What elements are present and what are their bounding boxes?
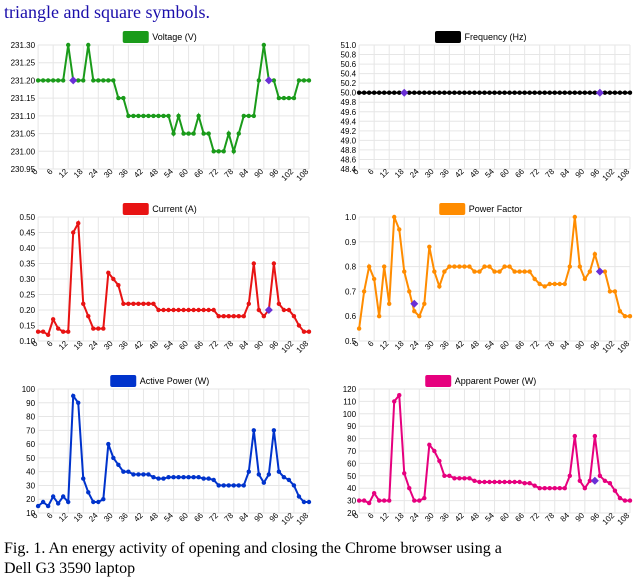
svg-text:0.25: 0.25: [19, 291, 35, 300]
chart-svg-activepower: 1020304050607080901000612182430364248546…: [4, 373, 315, 533]
svg-text:0.50: 0.50: [19, 213, 35, 222]
svg-text:50.0: 50.0: [340, 89, 356, 98]
svg-text:60: 60: [347, 459, 356, 468]
legend-swatch: [122, 203, 148, 215]
chart-panel-apparentpower: Apparent Power (W)2030405060708090100110…: [325, 373, 636, 533]
context-text: triangle and square symbols.: [0, 0, 640, 29]
legend-swatch: [110, 375, 136, 387]
svg-text:30: 30: [26, 481, 35, 490]
highlight-marker: [596, 268, 604, 276]
svg-text:40: 40: [347, 484, 356, 493]
svg-text:51.0: 51.0: [340, 41, 356, 50]
svg-text:50.2: 50.2: [340, 79, 356, 88]
svg-text:90: 90: [347, 422, 356, 431]
svg-text:231.15: 231.15: [11, 94, 36, 103]
legend-label: Voltage (V): [152, 32, 197, 42]
svg-text:0.40: 0.40: [19, 244, 35, 253]
svg-text:20: 20: [26, 495, 35, 504]
figure-caption: Fig. 1. An energy activity of opening an…: [0, 533, 640, 581]
caption-line-2: Dell G3 3590 laptop: [4, 560, 135, 577]
svg-text:50.6: 50.6: [340, 60, 356, 69]
svg-text:0.8: 0.8: [345, 263, 357, 272]
svg-text:30: 30: [347, 497, 356, 506]
chart-svg-frequency: 48.448.648.849.049.249.449.649.850.050.2…: [325, 29, 636, 189]
svg-text:49.6: 49.6: [340, 108, 356, 117]
svg-text:0.20: 0.20: [19, 306, 35, 315]
svg-text:0.30: 0.30: [19, 275, 35, 284]
svg-text:50.4: 50.4: [340, 70, 356, 79]
highlight-marker: [596, 89, 604, 97]
svg-text:80: 80: [347, 435, 356, 444]
svg-text:49.8: 49.8: [340, 98, 356, 107]
chart-legend-activepower: Active Power (W): [110, 375, 210, 387]
chart-panel-frequency: Frequency (Hz)48.448.648.849.049.249.449…: [325, 29, 636, 189]
svg-text:231.00: 231.00: [11, 147, 36, 156]
legend-label: Frequency (Hz): [464, 32, 526, 42]
svg-text:231.05: 231.05: [11, 130, 36, 139]
svg-text:50: 50: [26, 454, 35, 463]
svg-text:49.4: 49.4: [340, 117, 356, 126]
chart-panel-powerfactor: Power Factor0.50.60.70.80.91.00612182430…: [325, 201, 636, 361]
legend-label: Current (A): [152, 204, 197, 214]
legend-label: Power Factor: [469, 204, 523, 214]
chart-svg-apparentpower: 2030405060708090100110120061218243036424…: [325, 373, 636, 533]
svg-text:80: 80: [26, 413, 35, 422]
svg-text:70: 70: [26, 426, 35, 435]
highlight-marker: [591, 477, 599, 485]
chart-legend-voltage: Voltage (V): [122, 31, 197, 43]
svg-text:0.7: 0.7: [345, 287, 357, 296]
chart-grid: Voltage (V)230.95231.00231.05231.10231.1…: [0, 29, 640, 533]
svg-text:40: 40: [26, 468, 35, 477]
chart-legend-current: Current (A): [122, 203, 197, 215]
legend-swatch: [434, 31, 460, 43]
chart-panel-voltage: Voltage (V)230.95231.00231.05231.10231.1…: [4, 29, 315, 189]
svg-text:231.30: 231.30: [11, 41, 36, 50]
svg-text:50: 50: [347, 472, 356, 481]
highlight-marker: [400, 89, 408, 97]
legend-swatch: [425, 375, 451, 387]
legend-label: Active Power (W): [140, 376, 210, 386]
highlight-marker: [69, 76, 77, 84]
svg-text:48.8: 48.8: [340, 146, 356, 155]
svg-text:60: 60: [26, 440, 35, 449]
svg-text:48.6: 48.6: [340, 155, 356, 164]
chart-legend-frequency: Frequency (Hz): [434, 31, 526, 43]
svg-text:50.8: 50.8: [340, 51, 356, 60]
svg-text:0.15: 0.15: [19, 322, 35, 331]
svg-text:231.10: 231.10: [11, 112, 36, 121]
svg-text:70: 70: [347, 447, 356, 456]
chart-svg-powerfactor: 0.50.60.70.80.91.00612182430364248546066…: [325, 201, 636, 361]
legend-swatch: [439, 203, 465, 215]
svg-text:100: 100: [343, 410, 357, 419]
chart-legend-powerfactor: Power Factor: [439, 203, 523, 215]
svg-text:100: 100: [22, 385, 36, 394]
chart-panel-activepower: Active Power (W)102030405060708090100061…: [4, 373, 315, 533]
chart-panel-current: Current (A)0.100.150.200.250.300.350.400…: [4, 201, 315, 361]
svg-text:1.0: 1.0: [345, 213, 357, 222]
svg-text:0.9: 0.9: [345, 238, 357, 247]
svg-text:49.2: 49.2: [340, 127, 356, 136]
svg-text:231.25: 231.25: [11, 59, 36, 68]
svg-text:0.35: 0.35: [19, 260, 35, 269]
svg-text:120: 120: [343, 385, 357, 394]
highlight-marker: [265, 76, 273, 84]
svg-text:0.45: 0.45: [19, 229, 35, 238]
legend-label: Apparent Power (W): [455, 376, 537, 386]
svg-text:110: 110: [343, 397, 356, 406]
legend-swatch: [122, 31, 148, 43]
svg-text:231.20: 231.20: [11, 76, 36, 85]
chart-legend-apparentpower: Apparent Power (W): [425, 375, 537, 387]
chart-svg-current: 0.100.150.200.250.300.350.400.450.500612…: [4, 201, 315, 361]
svg-text:90: 90: [26, 399, 35, 408]
chart-svg-voltage: 230.95231.00231.05231.10231.15231.20231.…: [4, 29, 315, 189]
svg-text:0.6: 0.6: [345, 312, 357, 321]
svg-text:49.0: 49.0: [340, 136, 356, 145]
